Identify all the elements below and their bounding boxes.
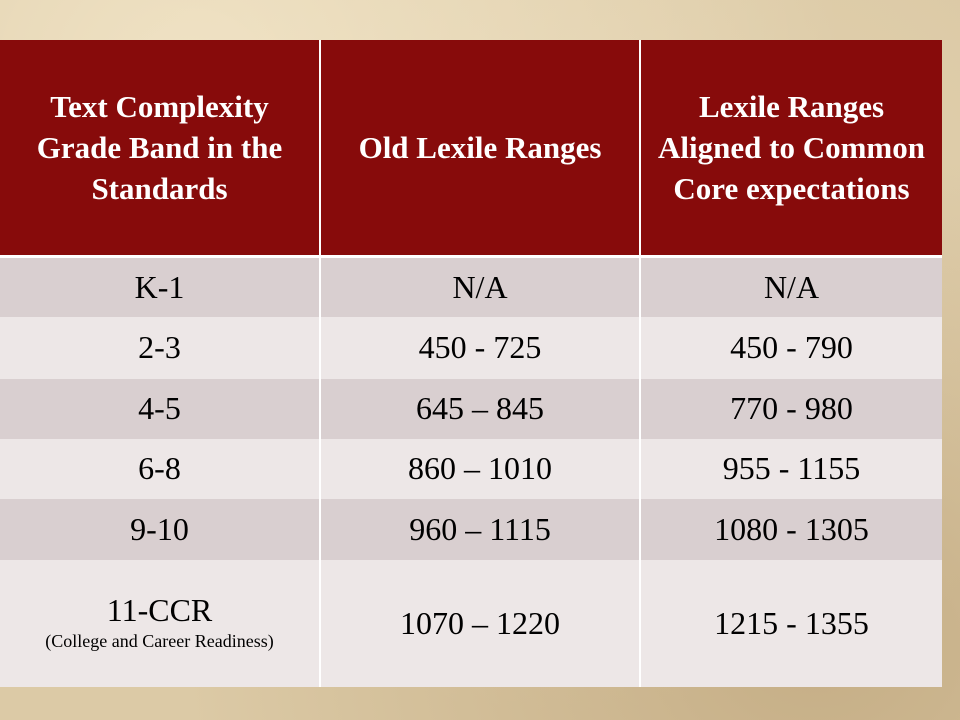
table-body: K-1 N/A N/A 2-3 450 - 725 450 - 790 4-5 645 – 8… [0,256,942,687]
table-row: 9-10 960 – 1115 1080 - 1305 [0,498,942,560]
table-cell: 955 - 1155 [639,438,942,499]
table-cell: 960 – 1115 [319,498,640,560]
table-cell: 1215 - 1355 [639,559,942,687]
header-cell: Text Complexity Grade Band in the Standa… [0,40,320,258]
table-cell: 645 – 845 [319,378,640,439]
table-row: 4-5 645 – 845 770 - 980 [0,378,942,439]
header-cell: Lexile Ranges Aligned to Common Core exp… [639,40,942,258]
table-cell: 770 - 980 [639,378,942,439]
table-cell: 860 – 1010 [319,438,640,499]
table-cell: 450 - 790 [639,316,942,379]
table-cell: 1070 – 1220 [319,559,640,687]
table-cell: 11-CCR (College and Career Readiness) [0,559,320,687]
table-row: 6-8 860 – 1010 955 - 1155 [0,438,942,499]
table-cell: N/A [639,256,942,317]
table-cell: 6-8 [0,438,320,499]
table-cell: 4-5 [0,378,320,439]
table-cell: 9-10 [0,498,320,560]
table-cell: 450 - 725 [319,316,640,379]
table-row: 2-3 450 - 725 450 - 790 [0,316,942,379]
table-row: 11-CCR (College and Career Readiness) 1070… [0,559,942,687]
table-cell: N/A [319,256,640,317]
header-row: Text Complexity Grade Band in the Standa… [0,40,942,258]
cell-text: 11-CCR [106,592,213,628]
cell-note: (College and Career Readiness) [45,631,274,651]
table-cell: K-1 [0,256,320,317]
table-cell: 1080 - 1305 [639,498,942,560]
lexile-table: Text Complexity Grade Band in the Standa… [0,40,942,687]
table-cell: 2-3 [0,316,320,379]
header-cell: Old Lexile Ranges [319,40,640,258]
table-row: K-1 N/A N/A [0,256,942,317]
